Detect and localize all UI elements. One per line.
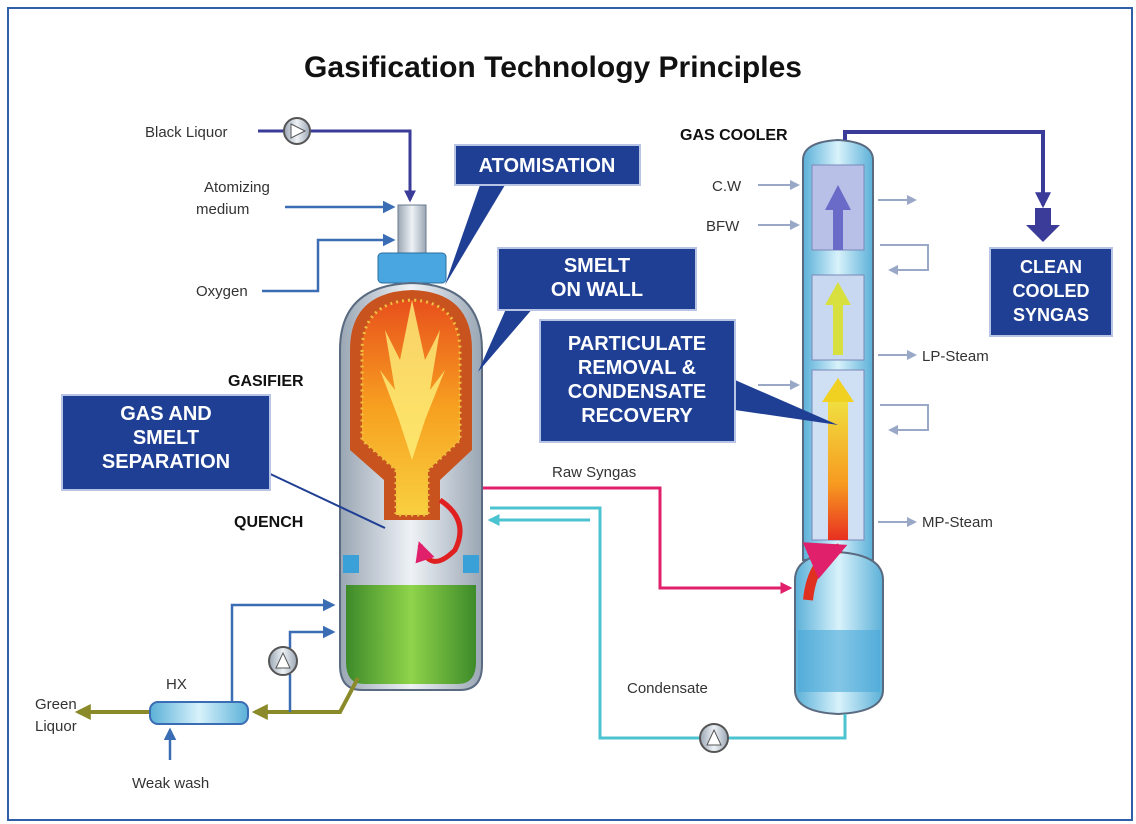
stream-label: Condensate [627,680,708,697]
stream-label: Weak wash [132,775,209,792]
diagram: Gasification Technology Principles [0,0,1136,824]
unit-label: GASIFIER [228,373,304,390]
gas-cooler [795,140,883,714]
callout-text: ATOMISATION [479,155,616,177]
stream-label: BFW [706,218,740,235]
unit-label: GAS COOLER [680,127,788,144]
unit-label: HX [166,676,187,693]
stream-label: MP-Steam [922,514,993,531]
unit-label: QUENCH [234,514,303,531]
stream-label: Black Liquor [145,124,228,141]
stream-label: Raw Syngas [552,464,636,481]
stream-label: Oxygen [196,283,248,300]
heat-exchanger [150,702,248,724]
title: Gasification Technology Principles [304,51,802,84]
gasifier-vessel [340,205,482,690]
stream-label: LP-Steam [922,348,989,365]
stream-label: C.W [712,178,742,195]
